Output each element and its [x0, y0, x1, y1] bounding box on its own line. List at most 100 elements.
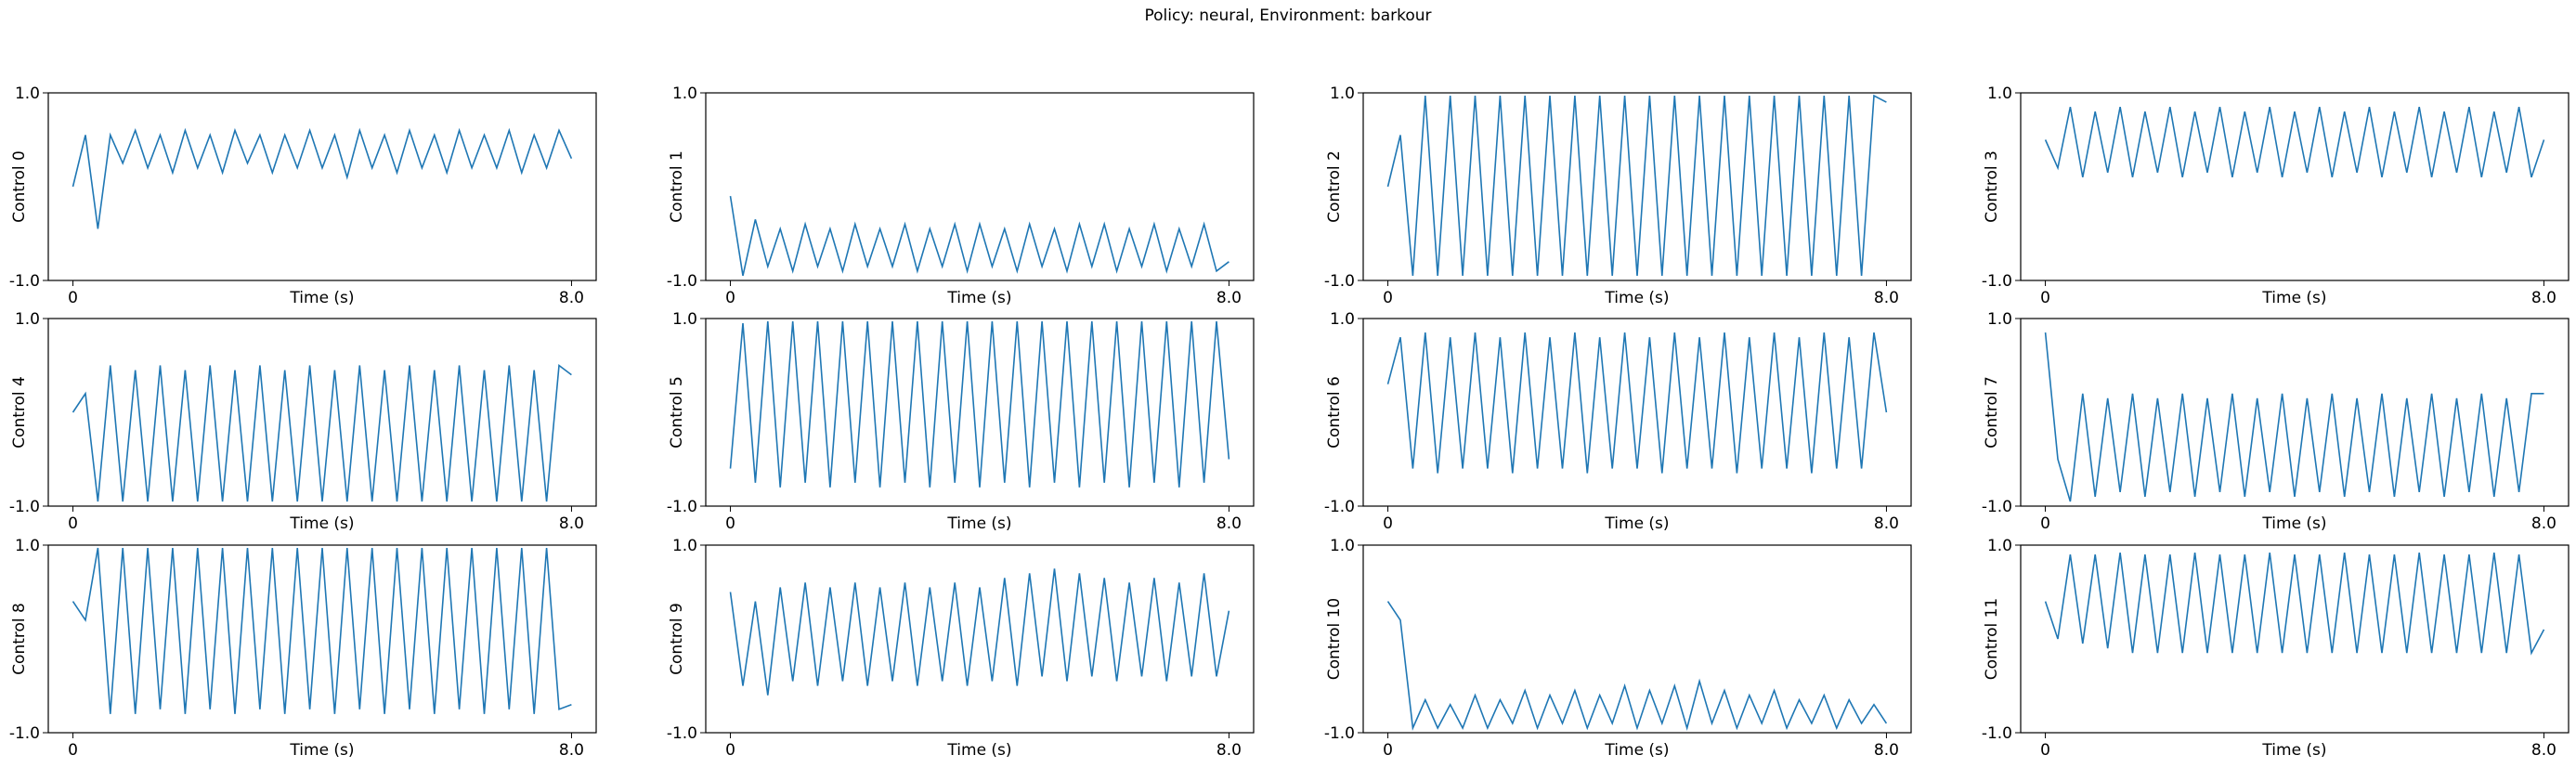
x-tick-label: 8.0 — [1874, 289, 1899, 307]
y-tick-label: -1.0 — [1324, 498, 1355, 516]
series-line — [72, 547, 572, 714]
axes-frame — [2020, 318, 2569, 507]
axes-frame — [2020, 92, 2569, 281]
axes-frame — [1362, 318, 1912, 507]
subplot-6: 0 8.0 -1.0 1.0 Time (s) Control 6 — [1324, 310, 1912, 533]
x-tick-label: 8.0 — [559, 514, 584, 533]
y-tick-label: 1.0 — [672, 310, 697, 329]
x-tick-label: 0 — [1383, 514, 1393, 533]
x-tick-label: 8.0 — [2531, 514, 2556, 533]
y-tick-label: 1.0 — [1987, 310, 2012, 329]
x-tick-label: 8.0 — [1216, 289, 1242, 307]
x-axis-label: Time (s) — [289, 289, 354, 307]
series-line — [729, 320, 1230, 488]
y-axis-label: Control 10 — [1325, 598, 1344, 681]
subplot-11: 0 8.0 -1.0 1.0 Time (s) Control 11 — [1982, 537, 2569, 760]
y-tick-label: 1.0 — [1330, 310, 1355, 329]
y-axis-label: Control 9 — [668, 603, 686, 675]
x-tick-label: 8.0 — [1216, 741, 1242, 760]
axes-frame — [705, 318, 1255, 507]
y-tick-label: -1.0 — [667, 498, 697, 516]
x-axis-label: Time (s) — [1604, 514, 1669, 533]
x-tick-label: 0 — [725, 289, 735, 307]
y-tick-label: -1.0 — [9, 498, 40, 516]
subplot-3: 0 8.0 -1.0 1.0 Time (s) Control 3 — [1982, 85, 2569, 307]
x-tick-label: 0 — [2040, 741, 2050, 760]
subplot-10: 0 8.0 -1.0 1.0 Time (s) Control 10 — [1324, 537, 1912, 760]
y-tick-label: -1.0 — [1324, 272, 1355, 291]
x-tick-label: 0 — [2040, 289, 2050, 307]
y-tick-label: 1.0 — [15, 85, 40, 103]
subplot-5: 0 8.0 -1.0 1.0 Time (s) Control 5 — [667, 310, 1255, 533]
x-tick-label: 0 — [68, 741, 78, 760]
x-tick-label: 8.0 — [2531, 289, 2556, 307]
x-tick-label: 0 — [725, 741, 735, 760]
y-tick-label: 1.0 — [15, 310, 40, 329]
series-line — [2044, 552, 2545, 656]
y-tick-label: 1.0 — [1330, 85, 1355, 103]
y-axis-label: Control 7 — [1983, 376, 2001, 449]
y-axis-label: Control 5 — [668, 376, 686, 449]
y-tick-label: 1.0 — [1987, 85, 2012, 103]
x-axis-label: Time (s) — [2261, 741, 2326, 760]
axes-frame — [1362, 544, 1912, 734]
series-line — [72, 363, 572, 502]
axes-frame — [705, 544, 1255, 734]
x-tick-label: 0 — [725, 514, 735, 533]
x-tick-label: 0 — [2040, 514, 2050, 533]
series-line — [1386, 94, 1887, 276]
y-tick-label: -1.0 — [1982, 272, 2012, 291]
axes-frame — [1362, 92, 1912, 281]
x-tick-label: 0 — [1383, 289, 1393, 307]
series-line — [729, 568, 1230, 696]
y-tick-label: -1.0 — [667, 724, 697, 743]
x-axis-label: Time (s) — [946, 741, 1011, 760]
x-tick-label: 0 — [68, 514, 78, 533]
y-axis-label: Control 3 — [1983, 150, 2001, 223]
subplot-2: 0 8.0 -1.0 1.0 Time (s) Control 2 — [1324, 85, 1912, 307]
y-axis-label: Control 1 — [668, 150, 686, 223]
y-axis-label: Control 4 — [10, 376, 29, 449]
axes-frame — [2020, 544, 2569, 734]
x-tick-label: 8.0 — [2531, 741, 2556, 760]
y-tick-label: -1.0 — [1324, 724, 1355, 743]
y-tick-label: 1.0 — [15, 537, 40, 555]
x-tick-label: 8.0 — [1874, 514, 1899, 533]
x-axis-label: Time (s) — [946, 514, 1011, 533]
y-tick-label: -1.0 — [667, 272, 697, 291]
x-axis-label: Time (s) — [1604, 741, 1669, 760]
x-axis-label: Time (s) — [2261, 289, 2326, 307]
y-tick-label: 1.0 — [672, 537, 697, 555]
series-line — [1386, 332, 1888, 474]
subplot-7: 0 8.0 -1.0 1.0 Time (s) Control 7 — [1982, 310, 2569, 533]
subplot-1: 0 8.0 -1.0 1.0 Time (s) Control 1 — [667, 85, 1255, 307]
y-tick-label: 1.0 — [672, 85, 697, 103]
axes-frame — [705, 92, 1255, 281]
y-axis-label: Control 0 — [10, 150, 29, 223]
x-tick-label: 8.0 — [559, 289, 584, 307]
x-axis-label: Time (s) — [289, 741, 354, 760]
x-tick-label: 8.0 — [1216, 514, 1242, 533]
x-axis-label: Time (s) — [946, 289, 1011, 307]
x-axis-label: Time (s) — [1604, 289, 1669, 307]
y-tick-label: 1.0 — [1987, 537, 2012, 555]
y-tick-label: -1.0 — [1982, 498, 2012, 516]
axes-frame — [47, 544, 597, 734]
x-axis-label: Time (s) — [289, 514, 354, 533]
axes-frame — [47, 92, 597, 281]
series-line — [2044, 332, 2544, 502]
y-axis-label: Control 6 — [1325, 376, 1344, 449]
series-line — [72, 127, 573, 229]
subplot-8: 0 8.0 -1.0 1.0 Time (s) Control 8 — [9, 537, 597, 760]
subplot-0: 0 8.0 -1.0 1.0 Time (s) Control 0 — [9, 85, 597, 307]
x-axis-label: Time (s) — [2261, 514, 2326, 533]
axes-frame — [47, 318, 597, 507]
panels-group: 0 8.0 -1.0 1.0 Time (s) Control 0 0 8.0 -1.0 1.0 T… — [9, 85, 2569, 760]
series-line — [2044, 106, 2545, 178]
y-tick-label: 1.0 — [1330, 537, 1355, 555]
series-line — [1386, 601, 1888, 732]
x-tick-label: 0 — [1383, 741, 1393, 760]
series-line — [729, 195, 1229, 277]
subplot-9: 0 8.0 -1.0 1.0 Time (s) Control 9 — [667, 537, 1255, 760]
